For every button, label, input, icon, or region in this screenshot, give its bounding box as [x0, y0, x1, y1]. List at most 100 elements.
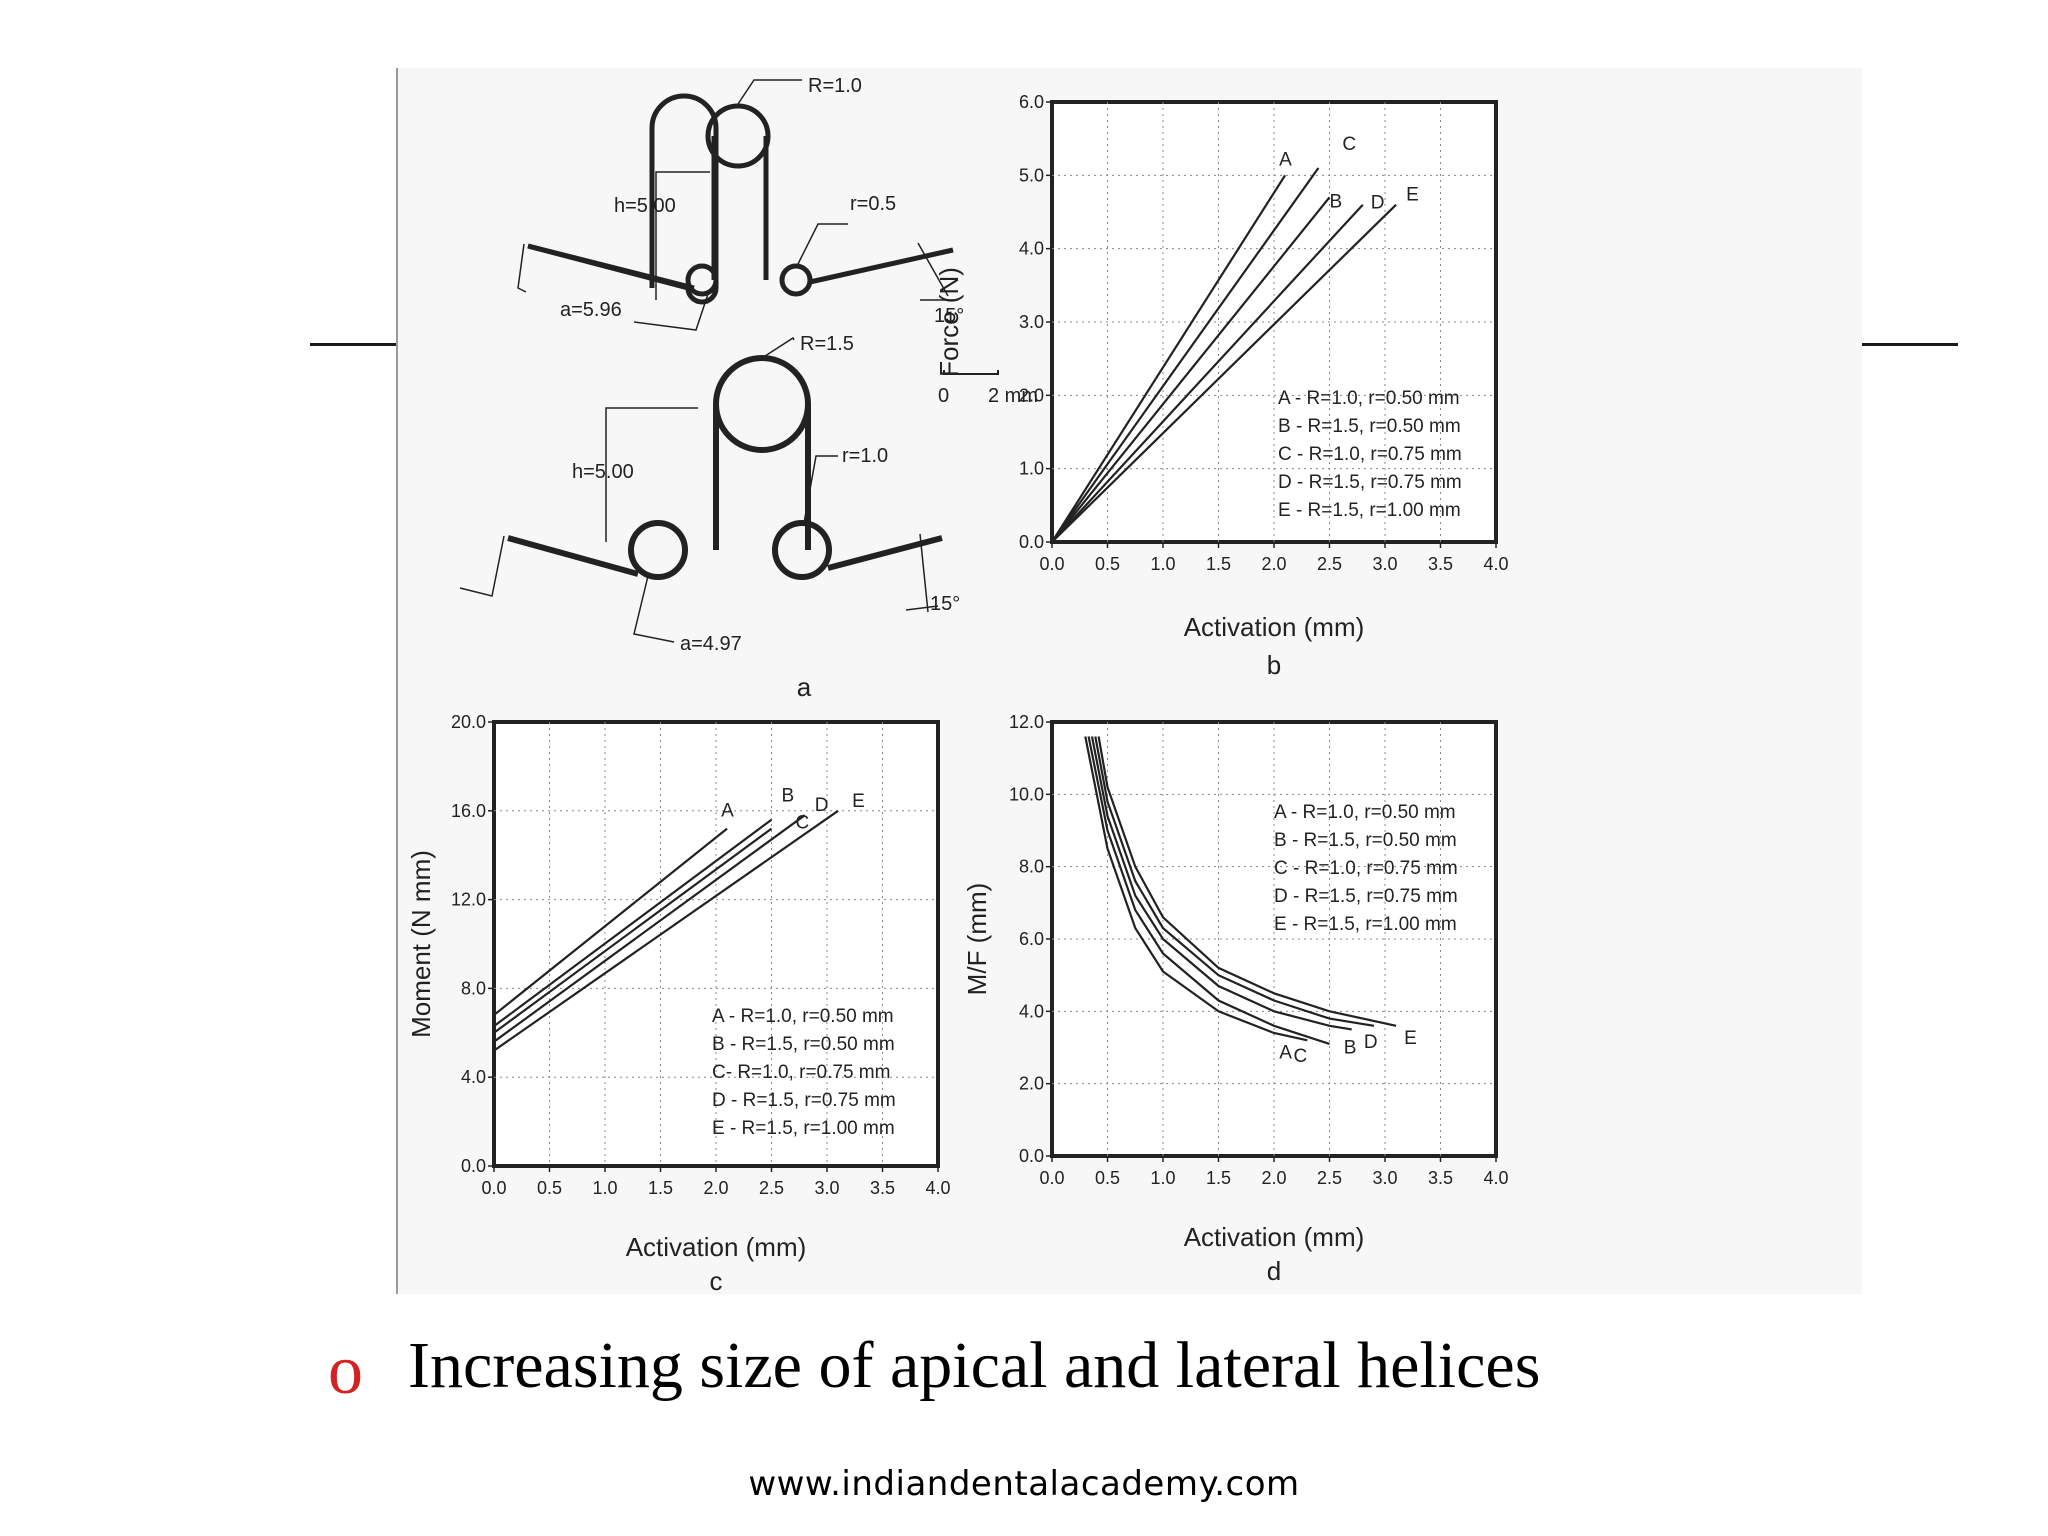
x-tick-label: 3.5	[1428, 554, 1453, 574]
legend-entry: C - R=1.0, r=0.75 mm	[1278, 444, 1462, 465]
series-label-A: A	[1279, 1042, 1292, 1063]
x-tick-label: 0.0	[481, 1178, 506, 1198]
y-tick-label: 10.0	[1009, 784, 1044, 804]
y-tick-label: 8.0	[1019, 857, 1044, 877]
series-label-A: A	[1279, 149, 1292, 170]
x-tick-label: 1.5	[1206, 1168, 1231, 1188]
x-tick-label: 0.5	[1095, 1168, 1120, 1188]
legend-entry: A - R=1.0, r=0.50 mm	[712, 1006, 894, 1027]
series-label-D: D	[815, 795, 829, 816]
y-tick-label: 12.0	[1009, 712, 1044, 732]
slide-caption: Increasing size of apical and lateral he…	[408, 1329, 1541, 1402]
figure-svg: R=1.0 r=0.5 h=5.00 a=5.96 15° R=1.5 r=1.…	[406, 75, 1509, 1294]
y-axis-label: Force (N)	[934, 267, 964, 377]
series-line-D	[493, 814, 806, 1043]
legend-entry: C - R=1.0, r=0.75 mm	[1274, 858, 1458, 879]
y-tick-label: 0.0	[1019, 532, 1044, 552]
legend-entry: A - R=1.0, r=0.50 mm	[1278, 388, 1460, 409]
y-axis-label: Moment (N mm)	[406, 850, 436, 1038]
panel-label-b: b	[1267, 650, 1281, 680]
x-tick-label: 2.0	[1261, 1168, 1286, 1188]
top-loop-diagram	[517, 79, 958, 331]
x-tick-label: 1.5	[648, 1178, 673, 1198]
x-tick-label: 2.5	[1317, 1168, 1342, 1188]
series-line-C	[1051, 167, 1320, 543]
footer-url: www.indiandentalacademy.com	[748, 1464, 1300, 1504]
series-label-D: D	[1364, 1032, 1378, 1053]
x-axis-label: Activation (mm)	[626, 1232, 807, 1262]
bottom-angle-label: 15°	[930, 593, 960, 615]
series-line-A	[1084, 736, 1308, 1042]
y-tick-label: 2.0	[1019, 385, 1044, 405]
x-tick-label: 2.0	[703, 1178, 728, 1198]
x-tick-label: 1.0	[1150, 554, 1175, 574]
y-tick-label: 1.0	[1019, 459, 1044, 479]
series-line-D	[1094, 736, 1375, 1027]
chart-c: 0.0 0.5 1.0 1.5 2.0 2.5 3.0 3.5 4.0 0.0 4.0 8.0 12.0…	[406, 712, 951, 1294]
y-tick-label: 16.0	[451, 801, 486, 821]
divider-left	[310, 343, 396, 346]
x-tick-label: 0.0	[1039, 554, 1064, 574]
x-axis-label: Activation (mm)	[1184, 612, 1365, 642]
series-label-B: B	[1330, 191, 1343, 212]
legend-entry: B - R=1.5, r=0.50 mm	[1278, 416, 1461, 437]
series-label-C: C	[1342, 134, 1356, 155]
bottom-apical-helix	[713, 355, 811, 453]
y-tick-label: 4.0	[1019, 1001, 1044, 1021]
x-tick-label: 0.5	[537, 1178, 562, 1198]
series-label-C: C	[1294, 1046, 1308, 1067]
top-right-helix	[779, 263, 813, 297]
series-line-D	[1051, 203, 1364, 543]
x-tick-label: 4.0	[1483, 1168, 1508, 1188]
y-tick-label: 4.0	[461, 1067, 486, 1087]
bottom-h-label: h=5.00	[572, 461, 634, 483]
charts-layer: 0.0 0.5 1.0 1.5 2.0 2.5 3.0 3.5 4.0 0.0 1.0 2.0 3.0 4…	[406, 92, 1509, 1294]
y-tick-label: 2.0	[1019, 1074, 1044, 1094]
x-tick-label: 3.5	[1428, 1168, 1453, 1188]
y-tick-label: 0.0	[1019, 1146, 1044, 1166]
y-tick-label: 6.0	[1019, 929, 1044, 949]
series-line-E	[493, 809, 839, 1052]
legend-entry: D - R=1.5, r=0.75 mm	[1278, 472, 1462, 493]
bottom-R-label: R=1.5	[800, 333, 854, 355]
y-tick-label: 6.0	[1019, 92, 1044, 112]
x-tick-label: 3.5	[870, 1178, 895, 1198]
series-line-B	[493, 818, 773, 1027]
top-angle-label: 15°	[934, 305, 964, 327]
figure-panel: R=1.0 r=0.5 h=5.00 a=5.96 15° R=1.5 r=1.…	[396, 68, 1862, 1294]
y-tick-label: 5.0	[1019, 165, 1044, 185]
series-line-C	[1087, 736, 1330, 1045]
chart-d: 0.0 0.5 1.0 1.5 2.0 2.5 3.0 3.5 4.0 0.0 2.0 4.0 6.0 8…	[962, 712, 1509, 1286]
series-line-C	[493, 827, 773, 1034]
x-tick-label: 0.5	[1095, 554, 1120, 574]
top-h-label: h=5.00	[614, 195, 676, 217]
x-tick-label: 3.0	[1372, 1168, 1397, 1188]
series-line-E	[1051, 203, 1397, 543]
legend-entry: E - R=1.5, r=1.00 mm	[1278, 500, 1461, 521]
scale-start-label: 0	[938, 385, 949, 407]
bottom-loop-diagram	[459, 336, 999, 643]
legend-entry: D - R=1.5, r=0.75 mm	[712, 1090, 896, 1111]
bottom-r-label: r=1.0	[842, 445, 888, 467]
legend-entry: C- R=1.0, r=0.75 mm	[712, 1062, 890, 1083]
x-tick-label: 3.0	[814, 1178, 839, 1198]
x-tick-label: 4.0	[1483, 554, 1508, 574]
series-label-C: C	[796, 813, 810, 834]
bottom-right-helix	[772, 520, 832, 580]
loop-diagram-labels: R=1.0 r=0.5 h=5.00 a=5.96 15° R=1.5 r=1.…	[560, 75, 1038, 702]
y-tick-label: 8.0	[461, 978, 486, 998]
y-tick-label: 4.0	[1019, 239, 1044, 259]
y-tick-label: 3.0	[1019, 312, 1044, 332]
top-r-label: r=0.5	[850, 193, 896, 215]
scale-end-label: 2 mm	[988, 385, 1038, 407]
series-line-B	[1090, 736, 1352, 1031]
legend-entry: A - R=1.0, r=0.50 mm	[1274, 802, 1456, 823]
panel-label-c: c	[710, 1266, 723, 1294]
bullet-marker: o	[328, 1332, 363, 1409]
x-axis-label: Activation (mm)	[1184, 1222, 1365, 1252]
x-tick-label: 2.5	[759, 1178, 784, 1198]
series-line-A	[493, 827, 728, 1016]
x-tick-label: 1.0	[1150, 1168, 1175, 1188]
divider-right	[1860, 343, 1958, 346]
series-label-D: D	[1371, 193, 1385, 214]
